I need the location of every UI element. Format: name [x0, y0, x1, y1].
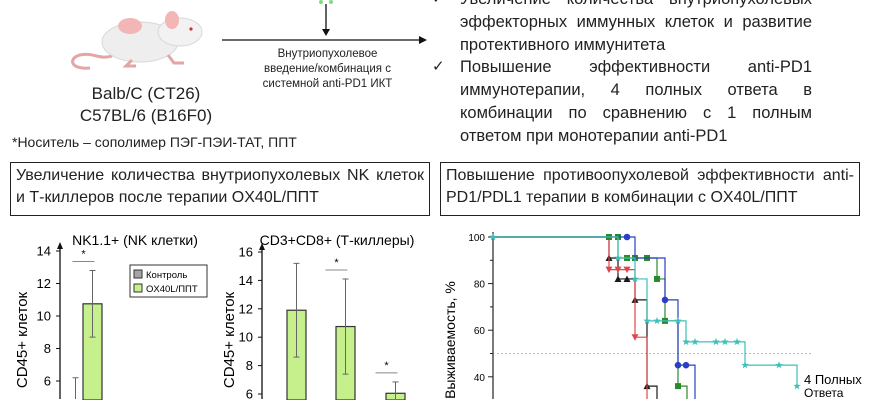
survival-curve-black-triangle — [493, 236, 658, 399]
star-marker — [793, 382, 801, 390]
y-axis-label: CD45+ клеток — [14, 291, 31, 388]
y-tick-label: 12 — [239, 301, 253, 316]
chart-title: NK1.1+ (NK клетки) — [72, 232, 198, 248]
survival-curve-green-square — [493, 236, 688, 399]
triangle-marker — [623, 275, 631, 282]
y-axis-arrow — [259, 243, 265, 250]
triangle-down-marker — [605, 266, 613, 274]
significance-star: * — [334, 257, 339, 269]
triangle-down-marker — [623, 266, 631, 274]
y-tick-label: 10 — [37, 309, 51, 324]
footnote: *Носитель – сополимер ПЭГ-ПЭИ-ТАТ, ППТ — [12, 134, 297, 150]
result-bullet: ✓ Увеличение количества внутриопухолевых … — [432, 0, 812, 56]
star-marker — [682, 337, 690, 346]
arrow-label-line: системной anti-PD1 ИКТ — [262, 78, 393, 90]
circle-marker — [623, 233, 631, 241]
y-tick-label: 6 — [246, 387, 253, 400]
triangle-marker — [614, 275, 622, 282]
y-tick-label: 12 — [37, 276, 51, 291]
result-text: Увеличение количества внутриопухолевых э… — [460, 0, 812, 54]
y-tick-label: 14 — [37, 244, 51, 259]
star-marker — [721, 337, 729, 346]
mouse-illustration — [71, 11, 203, 70]
strain-c57bl6: C57BL/6 (B16F0) — [79, 106, 213, 125]
legend-swatch — [133, 283, 143, 293]
star-marker — [712, 337, 720, 346]
legend-label: OX40L/ППТ — [146, 284, 198, 295]
arrow-label: Внутриопухолевое введение/комбинация с с… — [240, 47, 415, 92]
y-tick-label: 60 — [474, 326, 486, 337]
arrow-label-line: Внутриопухолевое — [277, 48, 378, 60]
y-tick-label: 14 — [239, 273, 253, 288]
star-marker — [643, 316, 651, 325]
arrow-right — [222, 0, 427, 44]
y-tick-label: 80 — [474, 280, 486, 291]
annotation-text: 4 Полных — [804, 372, 862, 387]
star-marker — [733, 337, 741, 346]
y-tick-label: 100 — [468, 233, 485, 244]
y-axis-label: Выживаемость, % — [442, 281, 458, 399]
star-marker — [614, 253, 622, 262]
star-marker — [674, 316, 682, 325]
check-icon: ✓ — [432, 58, 445, 76]
star-marker — [775, 361, 783, 369]
y-tick-label: 40 — [474, 373, 486, 384]
star-marker — [691, 337, 699, 346]
circle-marker — [661, 296, 669, 304]
check-icon: ✓ — [432, 0, 445, 11]
circle-marker — [674, 361, 682, 369]
result-bullet: ✓ Повышение эффективности anti-PD1 иммуно… — [432, 56, 812, 147]
panel-title-left: Увеличение количества внутриопухолевых N… — [10, 162, 430, 216]
y-tick-label: 16 — [239, 245, 253, 260]
chart-title: CD3+CD8+ (Т-киллеры) — [260, 232, 415, 248]
result-text: Повышение эффективности anti-PD1 иммунот… — [460, 58, 812, 145]
star-marker — [631, 274, 639, 283]
star-marker — [653, 316, 661, 325]
panel-title-right: Повышение противоопухолевой эффективност… — [440, 162, 860, 216]
legend-swatch — [133, 269, 143, 279]
significance-star: * — [81, 249, 86, 261]
triangle-down-marker — [631, 334, 639, 341]
square-marker — [675, 383, 681, 390]
legend-box — [129, 264, 208, 298]
legend-label: Контроль — [146, 270, 187, 281]
y-tick-label: 8 — [246, 358, 253, 373]
y-tick-label: 10 — [239, 330, 253, 345]
survival-curve-red-triangle-down — [493, 236, 648, 399]
y-axis-arrow — [57, 242, 63, 249]
circle-marker — [682, 361, 690, 369]
square-marker — [654, 275, 660, 282]
star-marker — [741, 361, 749, 369]
strain-balbc: Balb/C (CT26) — [91, 84, 201, 103]
y-tick-label: 6 — [44, 374, 51, 389]
triangle-down-marker — [614, 266, 622, 274]
significance-star: * — [384, 360, 389, 372]
arrow-label-line: введение/комбинация с — [264, 63, 391, 75]
results-list: ✓ Увеличение количества внутриопухолевых … — [432, 0, 812, 148]
star-marker — [489, 233, 497, 241]
annotation-text: Ответа — [804, 386, 844, 400]
y-axis-label: CD45+ клеток — [221, 291, 238, 388]
y-tick-label: 8 — [44, 341, 51, 356]
